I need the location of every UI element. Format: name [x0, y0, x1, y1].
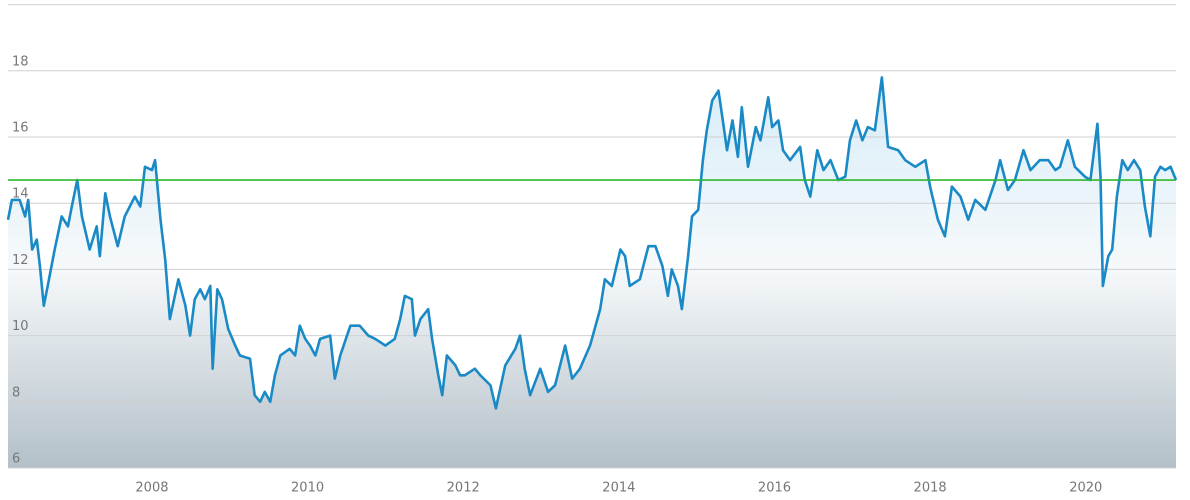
- x-tick-label: 2018: [914, 481, 947, 496]
- y-tick-label: 16: [12, 121, 29, 136]
- y-tick-label: 18: [12, 54, 29, 69]
- x-tick-label: 2016: [758, 481, 791, 496]
- x-tick-label: 2010: [291, 481, 324, 496]
- y-tick-label: 10: [12, 319, 29, 334]
- area: [8, 77, 1176, 469]
- data-line: [6, 76, 1178, 410]
- y-tick-label: 8: [12, 385, 20, 400]
- y-tick-label: 14: [12, 187, 29, 202]
- y-tick-label: 12: [12, 253, 29, 268]
- x-tick-label: 2020: [1069, 481, 1102, 496]
- x-tick-label: 2008: [135, 481, 168, 496]
- x-tick-label: 2012: [447, 481, 480, 496]
- y-tick-label: 6: [12, 452, 20, 467]
- x-tick-label: 2014: [602, 481, 635, 496]
